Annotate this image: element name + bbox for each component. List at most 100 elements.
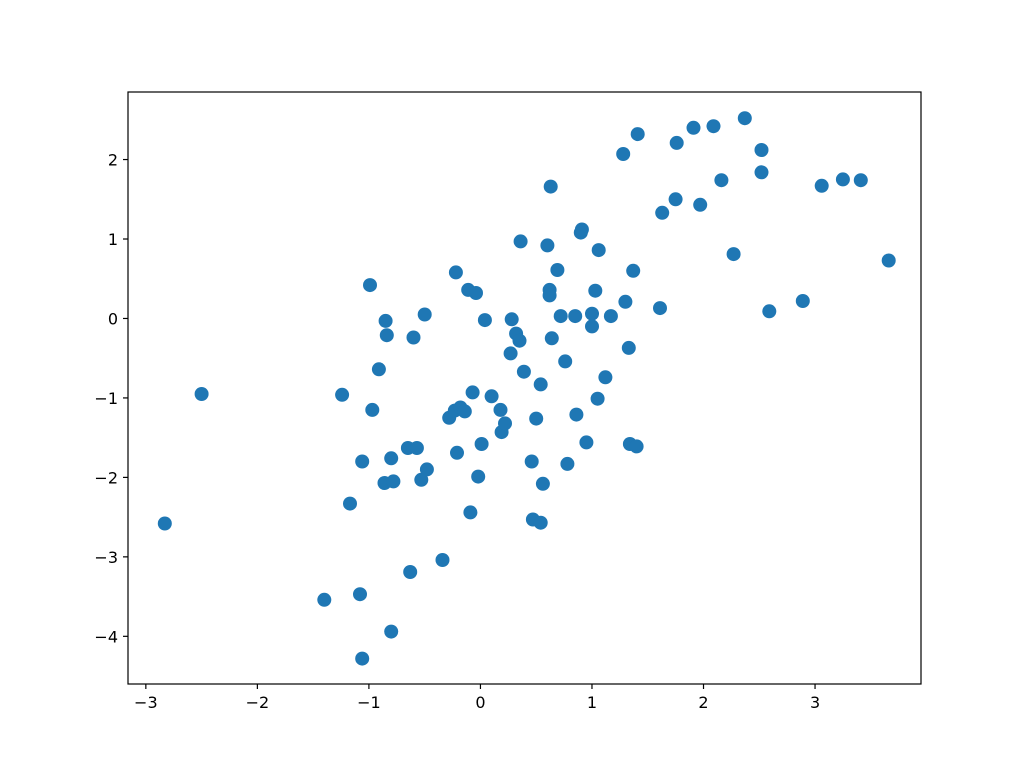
y-tick-label: −2 xyxy=(94,468,118,487)
data-point xyxy=(616,147,631,161)
data-point xyxy=(669,135,684,150)
data-point xyxy=(621,340,636,355)
data-point xyxy=(653,301,667,316)
data-point xyxy=(335,387,350,402)
data-point xyxy=(598,370,613,385)
data-point xyxy=(550,263,565,277)
data-point xyxy=(814,178,829,193)
data-point xyxy=(693,197,708,212)
y-tick-label: 1 xyxy=(108,230,118,249)
y-tick-label: 0 xyxy=(108,309,118,328)
data-point xyxy=(386,474,401,489)
y-axis: −4 −3 −2 −1 0 1 2 xyxy=(94,151,128,646)
data-point xyxy=(378,313,393,328)
x-axis: −3 −2 −1 0 1 2 3 xyxy=(134,684,820,712)
data-point xyxy=(463,505,478,520)
data-point xyxy=(542,288,557,303)
data-point xyxy=(618,294,633,309)
data-point xyxy=(533,377,548,392)
data-point xyxy=(379,328,394,343)
x-tick-label: −1 xyxy=(357,693,381,712)
data-point xyxy=(477,313,492,328)
data-point xyxy=(568,309,583,324)
y-tick-label: 2 xyxy=(108,151,118,170)
data-point xyxy=(503,346,518,361)
data-point xyxy=(579,435,594,450)
data-point xyxy=(585,319,599,334)
y-tick-label: −4 xyxy=(94,627,118,646)
data-point xyxy=(655,205,670,220)
data-point xyxy=(535,476,550,491)
data-point xyxy=(754,165,769,180)
data-point xyxy=(668,192,683,207)
data-point xyxy=(585,306,599,321)
data-point xyxy=(484,389,499,404)
x-tick-label: −3 xyxy=(134,693,158,712)
data-point xyxy=(626,263,641,278)
data-point xyxy=(457,404,472,419)
data-point xyxy=(630,127,645,142)
data-point xyxy=(726,247,741,262)
y-tick-label: −3 xyxy=(94,548,118,567)
data-points xyxy=(157,111,896,666)
data-point xyxy=(588,283,603,298)
data-point xyxy=(603,309,618,324)
data-point xyxy=(737,111,752,126)
data-point xyxy=(881,253,896,268)
data-point xyxy=(450,445,464,460)
data-point xyxy=(157,516,172,531)
data-point xyxy=(569,407,584,422)
data-point xyxy=(591,243,606,258)
data-point xyxy=(384,451,399,466)
data-point xyxy=(524,454,539,469)
data-point xyxy=(435,553,450,567)
data-point xyxy=(512,333,527,348)
data-point xyxy=(365,402,380,417)
data-point xyxy=(194,387,209,401)
data-point xyxy=(384,624,399,639)
data-point xyxy=(629,439,644,454)
data-point xyxy=(795,294,810,308)
data-point xyxy=(754,143,769,157)
data-point xyxy=(419,462,434,477)
y-tick-label: −1 xyxy=(94,389,118,408)
data-point xyxy=(590,391,605,406)
data-point xyxy=(553,309,568,324)
data-point xyxy=(448,265,463,280)
data-point xyxy=(474,437,489,451)
data-point xyxy=(560,456,575,471)
data-point xyxy=(533,515,548,530)
data-point xyxy=(504,312,519,327)
data-point xyxy=(363,278,377,293)
data-point xyxy=(465,385,480,400)
data-point xyxy=(317,592,332,607)
data-point xyxy=(516,364,531,379)
data-point xyxy=(686,120,701,135)
data-point xyxy=(762,304,777,319)
data-point xyxy=(403,565,418,579)
data-point xyxy=(471,469,486,484)
data-point xyxy=(409,441,424,455)
data-point xyxy=(343,496,357,511)
data-point xyxy=(355,651,370,666)
data-point xyxy=(371,362,386,377)
x-tick-label: −2 xyxy=(246,693,270,712)
data-point xyxy=(558,354,573,369)
data-point xyxy=(417,307,432,322)
data-point xyxy=(493,402,508,417)
data-point xyxy=(706,119,721,134)
data-point xyxy=(544,331,559,346)
data-point xyxy=(574,222,589,237)
x-tick-label: 1 xyxy=(587,693,597,712)
data-point xyxy=(543,179,558,194)
data-point xyxy=(529,411,544,426)
x-tick-label: 2 xyxy=(698,693,708,712)
data-point xyxy=(835,172,850,187)
x-tick-label: 3 xyxy=(810,693,820,712)
data-point xyxy=(714,173,729,188)
data-point xyxy=(355,454,370,469)
data-point xyxy=(406,330,421,345)
plot-area-frame xyxy=(127,91,922,685)
data-point xyxy=(414,472,429,487)
